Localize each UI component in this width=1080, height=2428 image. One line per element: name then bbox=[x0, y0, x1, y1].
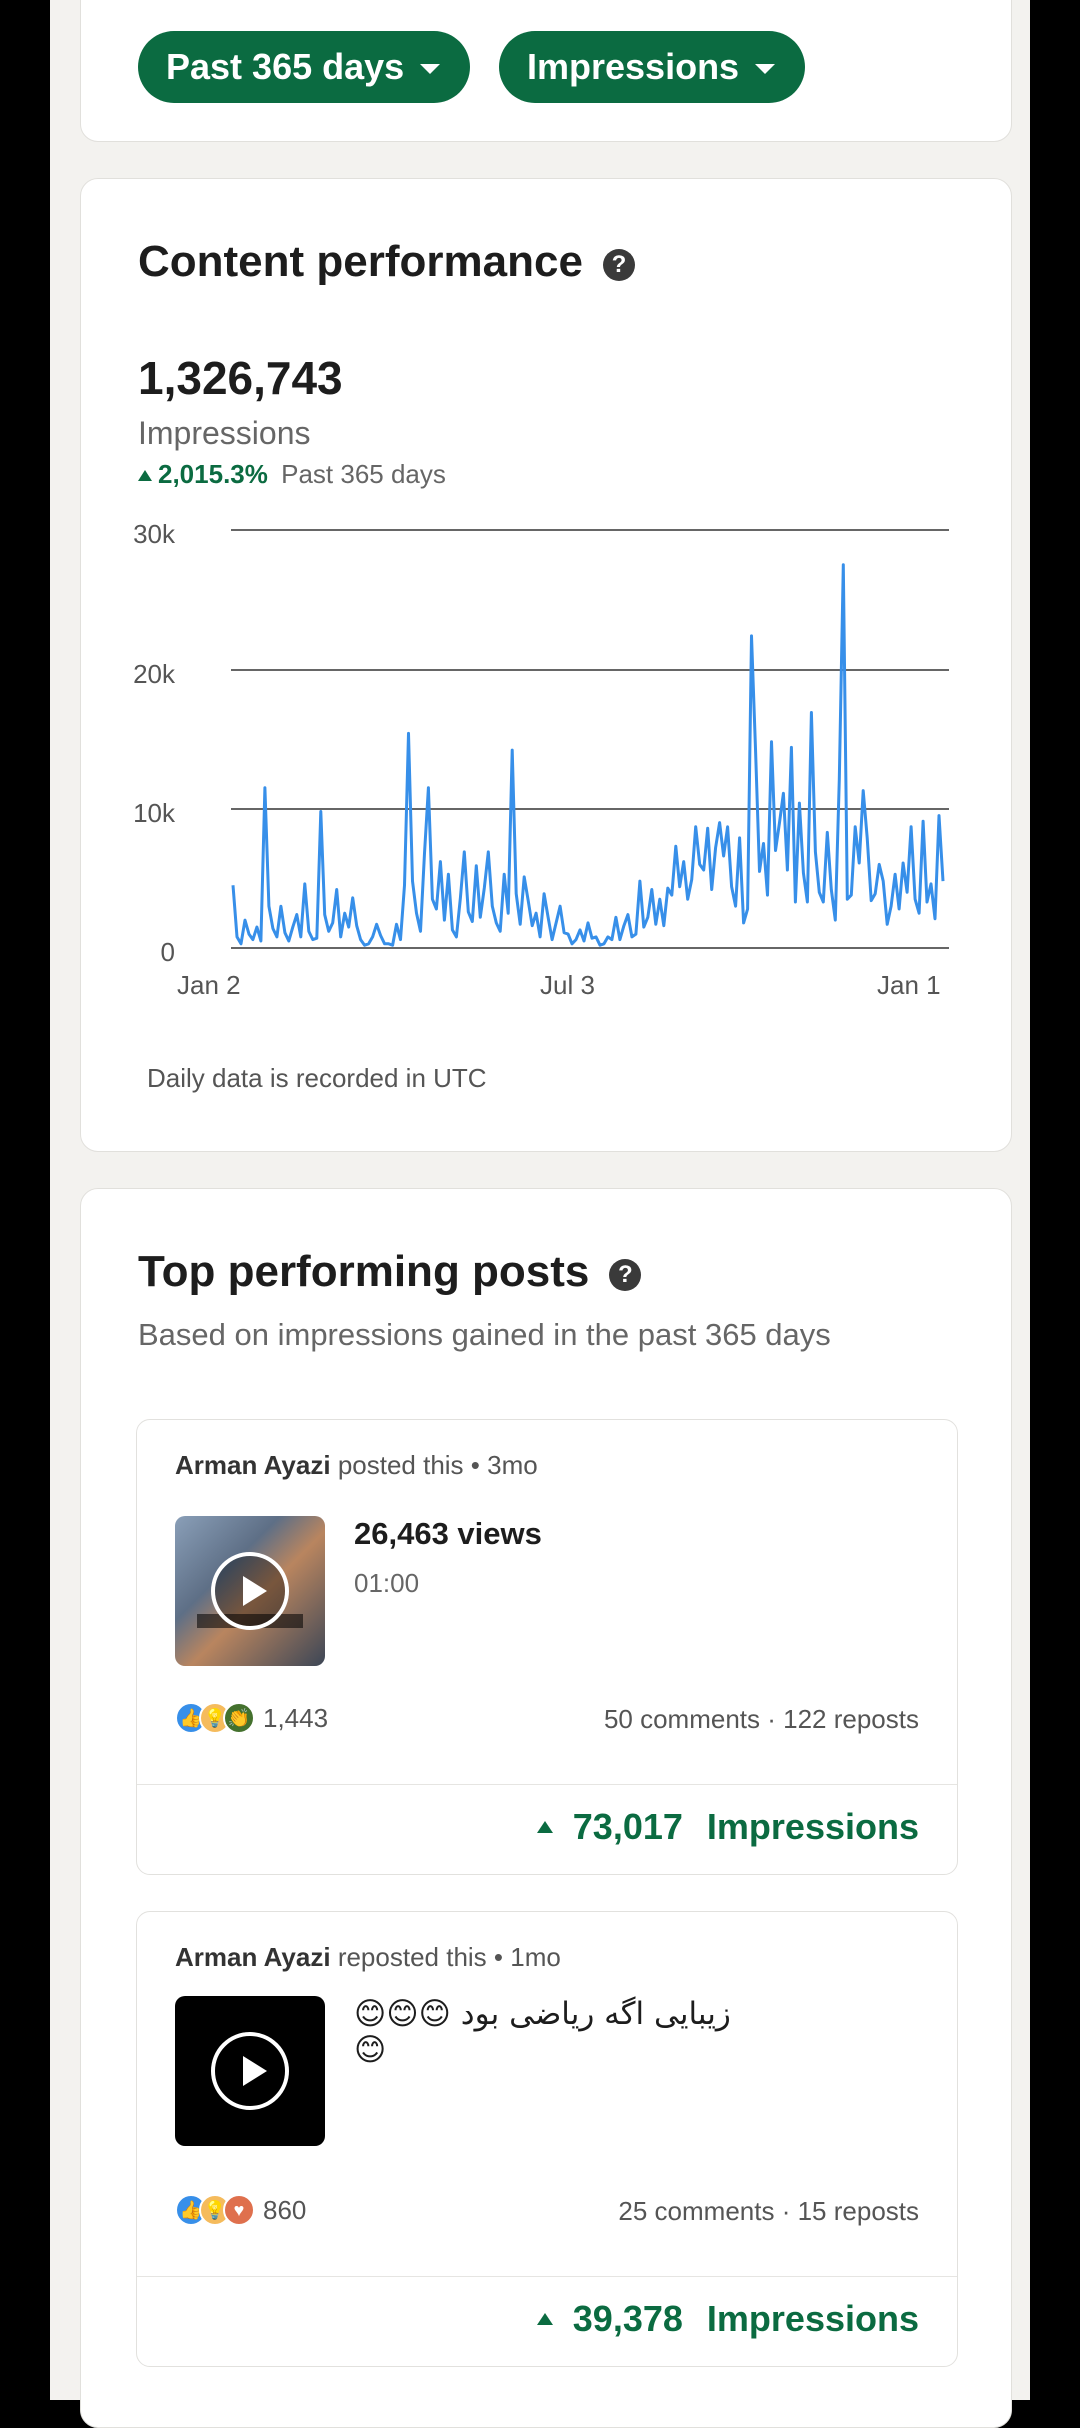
post-views: 26,463 views bbox=[354, 1516, 542, 1551]
y-tick: 30k bbox=[133, 519, 175, 549]
gridline bbox=[231, 669, 949, 671]
up-arrow-icon bbox=[536, 2313, 553, 2325]
play-icon[interactable] bbox=[211, 2032, 289, 2110]
gridline bbox=[231, 808, 949, 810]
post-action: posted this • 3mo bbox=[337, 1450, 538, 1480]
top-posts-subtitle: Based on impressions gained in the past … bbox=[138, 1317, 831, 1352]
play-icon[interactable] bbox=[211, 1552, 289, 1630]
love-icon: ♥ bbox=[223, 2194, 255, 2226]
baseline bbox=[231, 947, 949, 949]
content-performance-title: Content performance? bbox=[138, 237, 635, 287]
reaction-count: 1,443 bbox=[263, 1702, 329, 1733]
caret-down-icon bbox=[755, 64, 776, 74]
gridline bbox=[231, 529, 949, 531]
help-circle-icon[interactable]: ? bbox=[602, 249, 635, 281]
date-range-filter[interactable]: Past 365 days bbox=[138, 31, 471, 103]
x-tick: Jul 3 bbox=[540, 970, 595, 1000]
help-circle-icon[interactable]: ? bbox=[609, 1259, 642, 1291]
video-thumbnail[interactable] bbox=[175, 1996, 325, 2146]
engagement-counts[interactable]: 25 comments · 15 reposts bbox=[618, 2196, 919, 2226]
date-range-label: Past 365 days bbox=[166, 46, 405, 87]
post-author[interactable]: Arman Ayazi bbox=[175, 1450, 331, 1480]
post-author[interactable]: Arman Ayazi bbox=[175, 1942, 331, 1972]
y-tick: 10k bbox=[133, 798, 175, 828]
change-percent: 2,015.3% bbox=[158, 459, 268, 489]
content-performance-card: Content performance? 1,326,743 Impressio… bbox=[80, 178, 1012, 1152]
chart-footnote: Daily data is recorded in UTC bbox=[147, 1063, 487, 1093]
up-arrow-icon bbox=[536, 1821, 553, 1833]
post-text: زیبایی اگه ریاضی بود 😊😊😊😊 bbox=[354, 1996, 731, 2068]
video-duration: 01:00 bbox=[354, 1568, 420, 1598]
engagement-counts[interactable]: 50 comments · 122 reposts bbox=[603, 1704, 919, 1734]
divider bbox=[137, 1784, 957, 1785]
app-page: Past 365 days Impressions Content perfor… bbox=[50, 0, 1030, 2428]
up-arrow-icon bbox=[138, 470, 152, 481]
post-impressions[interactable]: 39,378 Impressions bbox=[536, 2298, 919, 2340]
metric-filter[interactable]: Impressions bbox=[499, 31, 806, 103]
impressions-line-svg bbox=[231, 563, 945, 947]
post-impressions[interactable]: 73,017 Impressions bbox=[536, 1806, 919, 1848]
top-posts-card: Top performing posts? Based on impressio… bbox=[80, 1188, 1012, 2428]
celebrate-icon: 👏 bbox=[223, 1702, 255, 1734]
divider bbox=[137, 2276, 957, 2277]
metric-label: Impressions bbox=[527, 46, 740, 87]
post-action: reposted this • 1mo bbox=[337, 1942, 561, 1972]
impressions-chart: 30k 20k 10k 0 Jan 2 Jul 3 Jan 1 bbox=[81, 179, 1013, 1153]
total-impressions-label: Impressions bbox=[138, 415, 311, 451]
change-row: 2,015.3% Past 365 days bbox=[138, 459, 446, 490]
x-tick: Jan 1 bbox=[877, 970, 941, 1000]
reposts-count: 122 reposts bbox=[783, 1704, 919, 1734]
x-tick: Jan 2 bbox=[177, 970, 241, 1000]
comments-count: 25 comments bbox=[618, 2196, 775, 2226]
filter-card: Past 365 days Impressions bbox=[80, 0, 1012, 142]
caret-down-icon bbox=[420, 64, 441, 74]
y-tick: 20k bbox=[133, 659, 175, 689]
post-header: Arman Ayazi posted this • 3mo bbox=[175, 1450, 538, 1481]
comments-count: 50 comments bbox=[603, 1704, 761, 1734]
post-card[interactable]: Arman Ayazi reposted this • 1mo زیبایی ا… bbox=[136, 1911, 958, 2367]
post-card[interactable]: Arman Ayazi posted this • 3mo 26,463 vie… bbox=[136, 1419, 958, 1875]
y-tick: 0 bbox=[160, 937, 175, 967]
post-header: Arman Ayazi reposted this • 1mo bbox=[175, 1942, 561, 1973]
total-impressions: 1,326,743 bbox=[138, 352, 343, 404]
change-period: Past 365 days bbox=[281, 459, 446, 489]
top-posts-title: Top performing posts? bbox=[138, 1247, 642, 1297]
reaction-count: 860 bbox=[263, 2194, 307, 2225]
impressions-series-line bbox=[231, 563, 945, 947]
video-thumbnail[interactable] bbox=[175, 1516, 325, 1666]
reactions-summary[interactable]: 👍 💡 ♥ 860 bbox=[175, 2192, 306, 2228]
reactions-summary[interactable]: 👍 💡 👏 1,443 bbox=[175, 1700, 328, 1736]
reposts-count: 15 reposts bbox=[797, 2196, 919, 2226]
